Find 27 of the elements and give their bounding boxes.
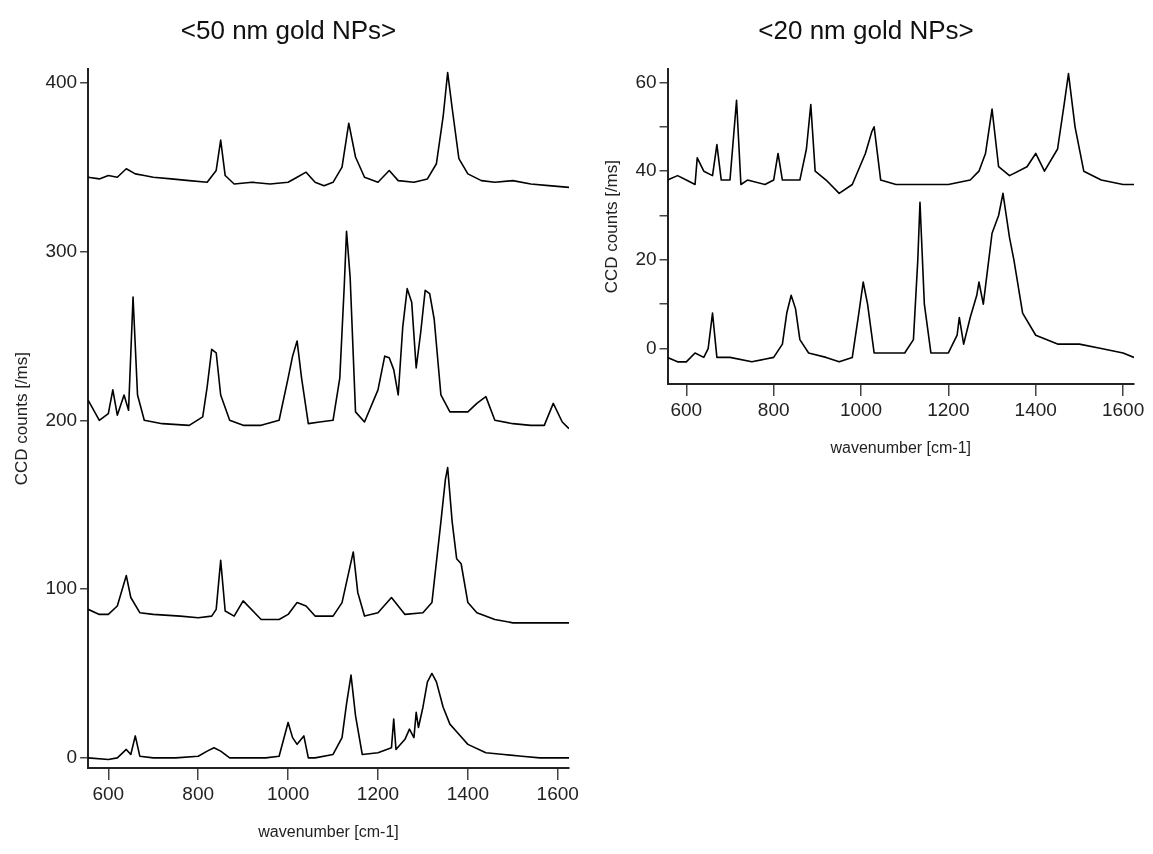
y-tick-label: 40 xyxy=(635,159,657,181)
y-tick-label: 100 xyxy=(45,577,78,599)
y-tick-label: 200 xyxy=(45,408,78,430)
chart-title: <20 nm gold NPs> xyxy=(758,14,974,45)
x-axis-title: wavenumber [cm-1] xyxy=(829,438,972,456)
x-axis-title: wavenumber [cm-1] xyxy=(257,822,399,840)
x-tick-label: 1600 xyxy=(536,782,579,804)
y-tick-label: 20 xyxy=(635,248,657,270)
x-tick-label: 600 xyxy=(670,398,703,420)
y-tick-label: 0 xyxy=(645,336,657,358)
y-axis-title: CCD counts [/ms] xyxy=(11,352,31,486)
x-tick-label: 1000 xyxy=(839,398,883,420)
x-tick-label: 1400 xyxy=(446,782,490,804)
x-tick-label: 1200 xyxy=(356,782,400,804)
x-tick-label: 1200 xyxy=(927,398,970,420)
x-tick-label: 1000 xyxy=(266,782,310,804)
x-tick-label: 1600 xyxy=(1101,398,1145,420)
chart-title: <50 nm gold NPs> xyxy=(180,14,397,45)
y-tick-label: 0 xyxy=(66,746,78,768)
y-axis-title: CCD counts [/ms] xyxy=(601,160,621,294)
y-tick-label: 60 xyxy=(635,70,657,92)
x-tick-label: 1400 xyxy=(1014,398,1057,420)
x-tick-label: 800 xyxy=(182,782,215,804)
x-tick-label: 600 xyxy=(92,782,125,804)
y-tick-label: 300 xyxy=(45,239,78,261)
x-tick-label: 800 xyxy=(757,398,790,420)
y-tick-label: 400 xyxy=(45,70,78,92)
